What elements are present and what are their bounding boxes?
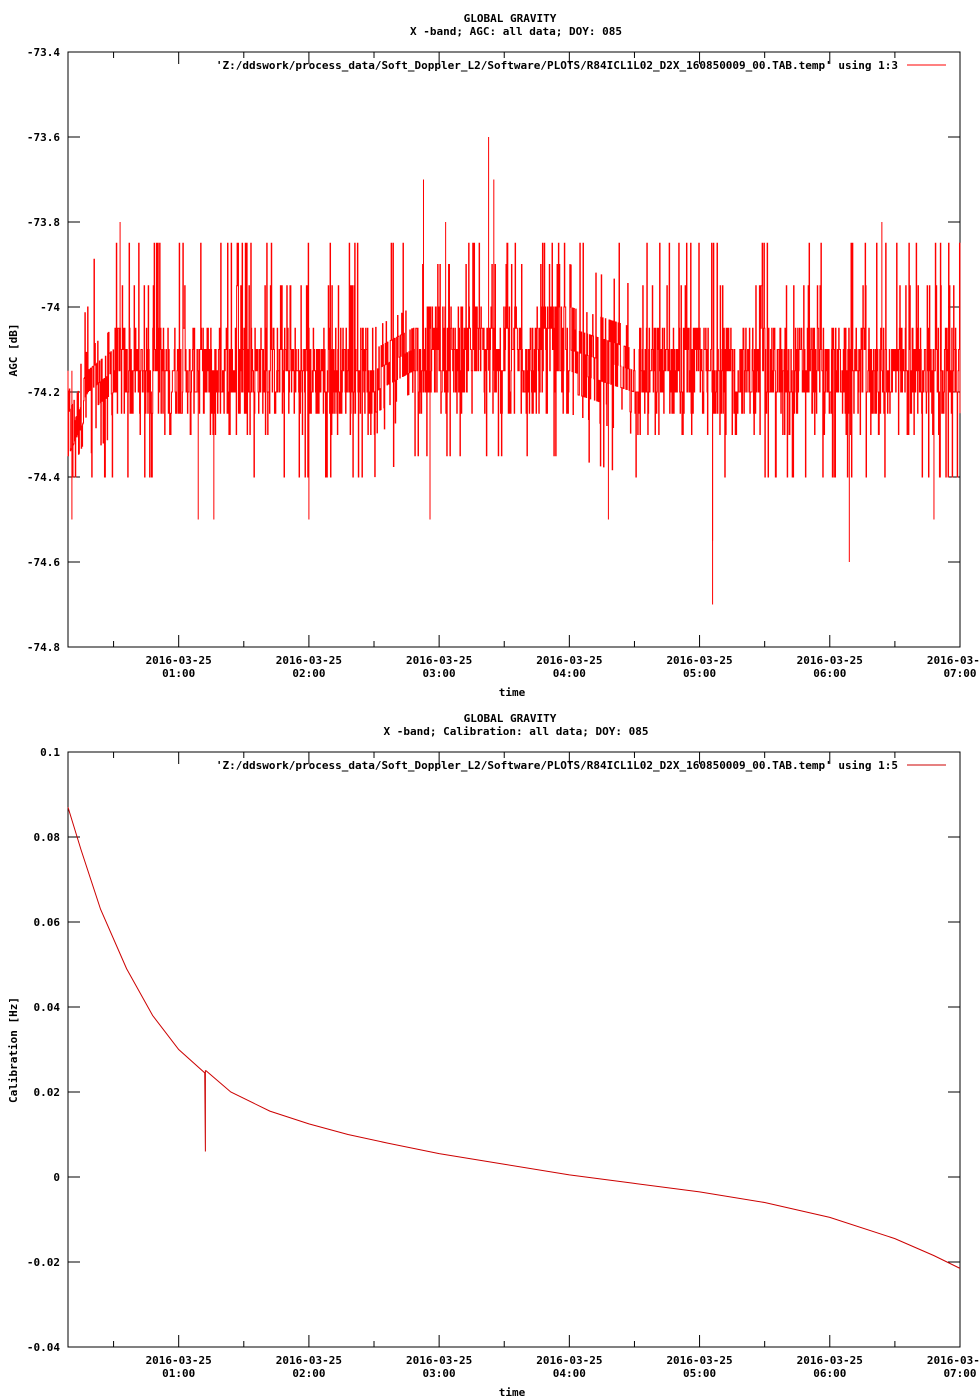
- x-tick-label-time: 04:00: [553, 1367, 586, 1380]
- x-tick-label-date: 2016-03-25: [927, 654, 980, 667]
- x-tick-label-time: 04:00: [553, 667, 586, 680]
- y-tick-label: 0.02: [34, 1086, 61, 1099]
- x-tick-label-date: 2016-03-25: [927, 1354, 980, 1367]
- y-tick-label: 0.08: [34, 831, 61, 844]
- plot-frame: [67, 751, 961, 1348]
- y-tick-label: 0.04: [34, 1001, 61, 1014]
- x-tick-label-date: 2016-03-25: [276, 654, 342, 667]
- x-tick-label-date: 2016-03-25: [146, 1354, 212, 1367]
- x-tick-label-date: 2016-03-25: [146, 654, 212, 667]
- agc-series-line: [67, 242, 961, 478]
- x-tick-label-time: 03:00: [423, 667, 456, 680]
- x-tick-label-date: 2016-03-25: [797, 1354, 863, 1367]
- calibration-chart-ylabel: Calibration [Hz]: [7, 997, 20, 1103]
- x-tick-label-time: 05:00: [683, 667, 716, 680]
- agc-chart-ylabel: AGC [dB]: [7, 324, 20, 377]
- x-tick-label-time: 01:00: [162, 667, 195, 680]
- agc-chart-subtitle: X -band; AGC: all data; DOY: 085: [410, 25, 622, 38]
- x-tick-label-time: 03:00: [423, 1367, 456, 1380]
- x-tick-label-time: 05:00: [683, 1367, 716, 1380]
- x-tick-label-date: 2016-03-25: [536, 654, 602, 667]
- x-tick-label-date: 2016-03-25: [797, 654, 863, 667]
- calibration-chart-xlabel: time: [499, 1386, 526, 1399]
- y-tick-label: -74: [40, 301, 60, 314]
- calibration-chart-subtitle: X -band; Calibration: all data; DOY: 085: [384, 725, 649, 738]
- y-tick-label: -74.6: [27, 556, 60, 569]
- x-tick-label-time: 01:00: [162, 1367, 195, 1380]
- agc-chart-xlabel: time: [499, 686, 526, 699]
- agc-chart-plot: -73.4 -73.6 -73.8 -74 -74.2 -74.4 -74.6 -74.8 20…: [27, 46, 980, 680]
- calibration-chart-legend-label: 'Z:/ddswork/process_data/Soft_Doppler_L2…: [216, 759, 898, 772]
- calibration-chart-plot: 0.1 0.08 0.06 0.04 0.02 0 -0.02 -0.04 2016-03-25…: [27, 746, 980, 1380]
- x-tick-label-time: 02:00: [292, 667, 325, 680]
- x-tick-label-time: 02:00: [292, 1367, 325, 1380]
- y-tick-label: -74.2: [27, 386, 60, 399]
- calibration-series-line: [67, 807, 961, 1269]
- calibration-chart: GLOBAL GRAVITY X -band; Calibration: all…: [7, 712, 980, 1399]
- y-tick-label: -73.6: [27, 131, 60, 144]
- y-tick-label: -0.02: [27, 1256, 60, 1269]
- x-tick-label-time: 07:00: [943, 1367, 976, 1380]
- y-tick-label: 0: [53, 1171, 60, 1184]
- x-tick-label-date: 2016-03-25: [406, 654, 472, 667]
- y-tick-label: -73.8: [27, 216, 60, 229]
- x-tick-label-time: 06:00: [813, 1367, 846, 1380]
- x-tick-label-date: 2016-03-25: [666, 1354, 732, 1367]
- y-tick-label: 0.06: [34, 916, 61, 929]
- x-tick-label-time: 06:00: [813, 667, 846, 680]
- y-tick-label: -74.8: [27, 641, 60, 654]
- x-tick-label-date: 2016-03-25: [536, 1354, 602, 1367]
- x-tick-label-date: 2016-03-25: [406, 1354, 472, 1367]
- x-tick-label-date: 2016-03-25: [666, 654, 732, 667]
- y-tick-label: -74.4: [27, 471, 60, 484]
- y-tick-label: 0.1: [40, 746, 60, 759]
- agc-chart-title: GLOBAL GRAVITY: [464, 12, 557, 25]
- calibration-chart-title: GLOBAL GRAVITY: [464, 712, 557, 725]
- agc-chart-legend-label: 'Z:/ddswork/process_data/Soft_Doppler_L2…: [216, 59, 898, 72]
- x-tick-label-time: 07:00: [943, 667, 976, 680]
- agc-chart: GLOBAL GRAVITY X -band; AGC: all data; D…: [7, 12, 980, 699]
- y-tick-label: -73.4: [27, 46, 60, 59]
- y-tick-label: -0.04: [27, 1341, 60, 1354]
- x-tick-label-date: 2016-03-25: [276, 1354, 342, 1367]
